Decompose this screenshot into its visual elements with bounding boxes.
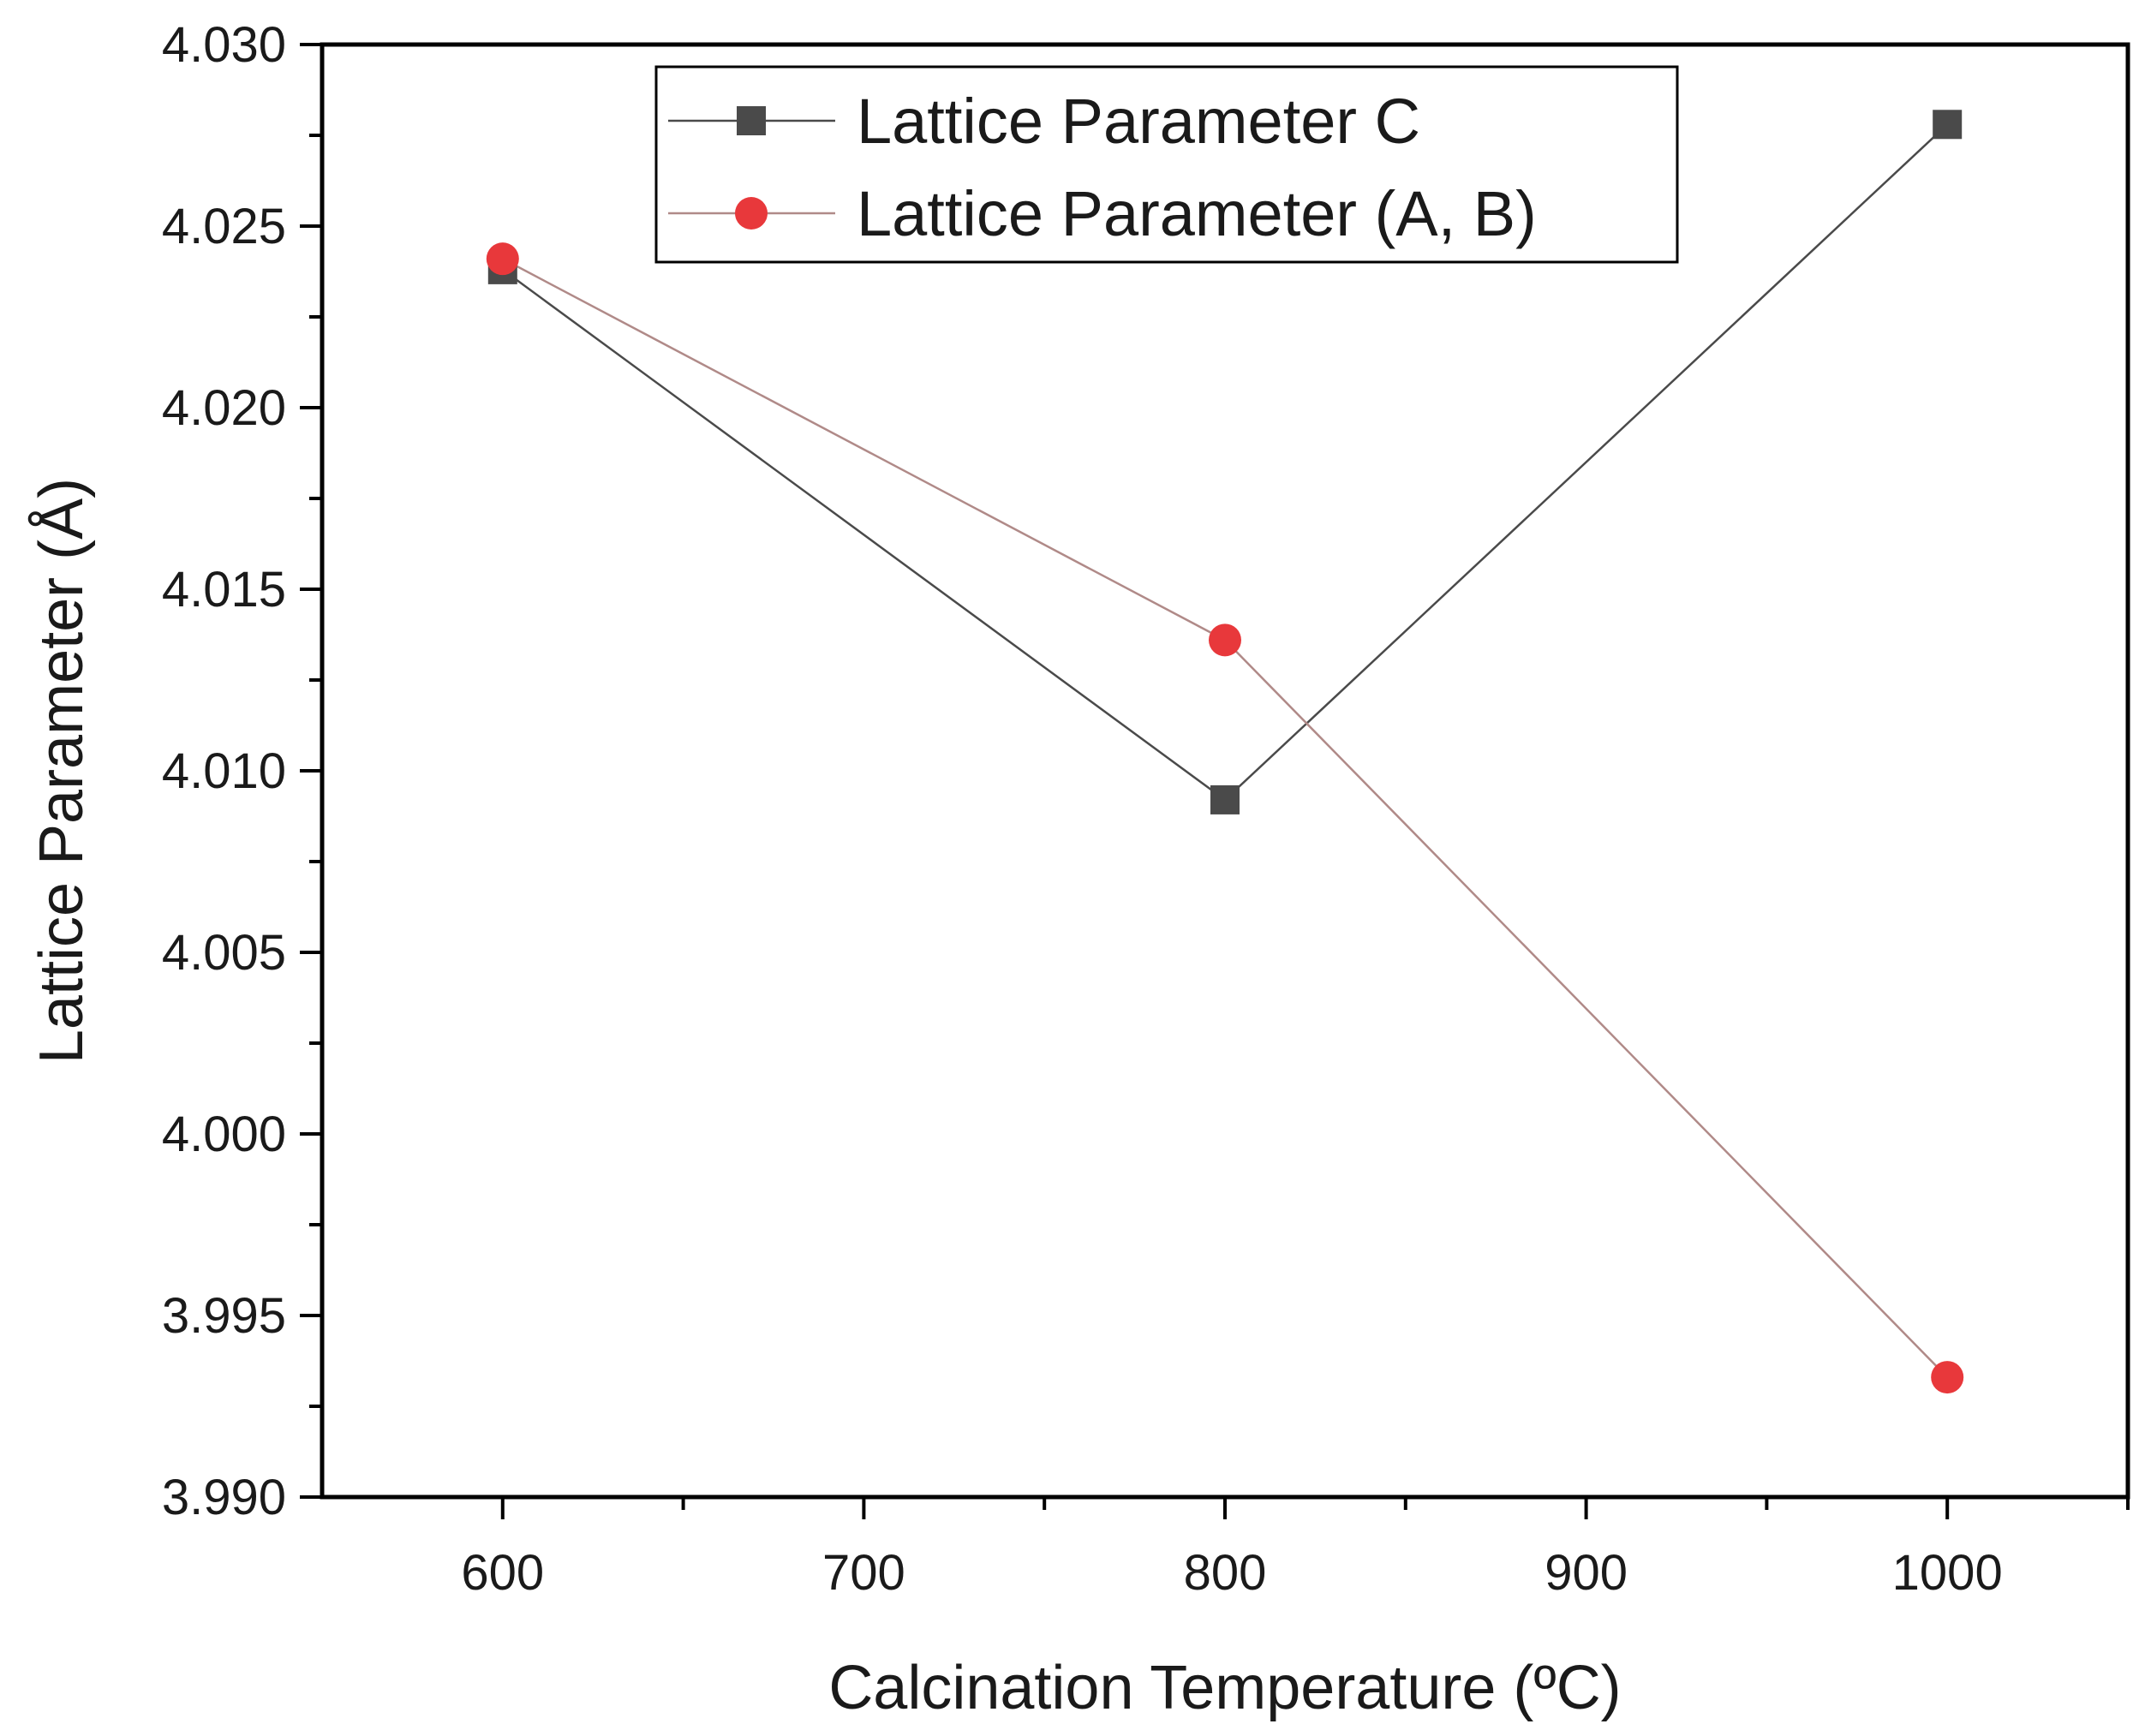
legend-marker-lattice-c [737,106,766,135]
data-point-circle [1209,623,1241,657]
data-point-square [1210,784,1240,814]
y-tick-label: 4.020 [162,380,286,436]
x-tick-label: 1000 [1892,1545,2003,1601]
data-point-square [1933,110,1963,140]
data-point-circle [486,242,519,276]
y-tick-label: 3.995 [162,1288,286,1344]
y-tick-label: 4.005 [162,925,286,981]
y-tick-label: 4.010 [162,743,286,799]
y-tick-label: 4.000 [162,1107,286,1162]
tick-labels: 600 700 800 900 1000 3.990 3.995 4.000 4.005 4.01… [162,17,2003,1601]
y-tick-label: 4.030 [162,17,286,73]
legend: Lattice Parameter C Lattice Parameter (A… [654,65,1679,264]
series-layer [486,110,1964,1394]
x-tick-label: 800 [1184,1545,1267,1601]
x-axis-title: Calcination Temperature (ºC) [828,1654,1621,1722]
legend-marker-lattice-ab [735,197,768,230]
y-axis-title: Lattice Parameter (Å) [27,478,96,1064]
x-tick-label: 900 [1545,1545,1628,1601]
x-tick-label: 700 [822,1545,905,1601]
x-tick-label: 600 [461,1545,544,1601]
data-point-circle [1931,1361,1964,1394]
y-tick-label: 3.990 [162,1470,286,1525]
legend-label-lattice-ab: Lattice Parameter (A, B) [857,178,1537,249]
legend-box [654,65,1679,264]
y-tick-label: 4.025 [162,199,286,254]
legend-label-lattice-c: Lattice Parameter C [857,86,1420,157]
y-tick-label: 4.015 [162,562,286,617]
plot-frame [320,42,2130,1500]
